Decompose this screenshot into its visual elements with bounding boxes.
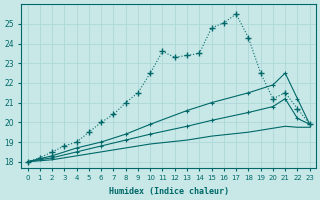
X-axis label: Humidex (Indice chaleur): Humidex (Indice chaleur) — [108, 187, 228, 196]
